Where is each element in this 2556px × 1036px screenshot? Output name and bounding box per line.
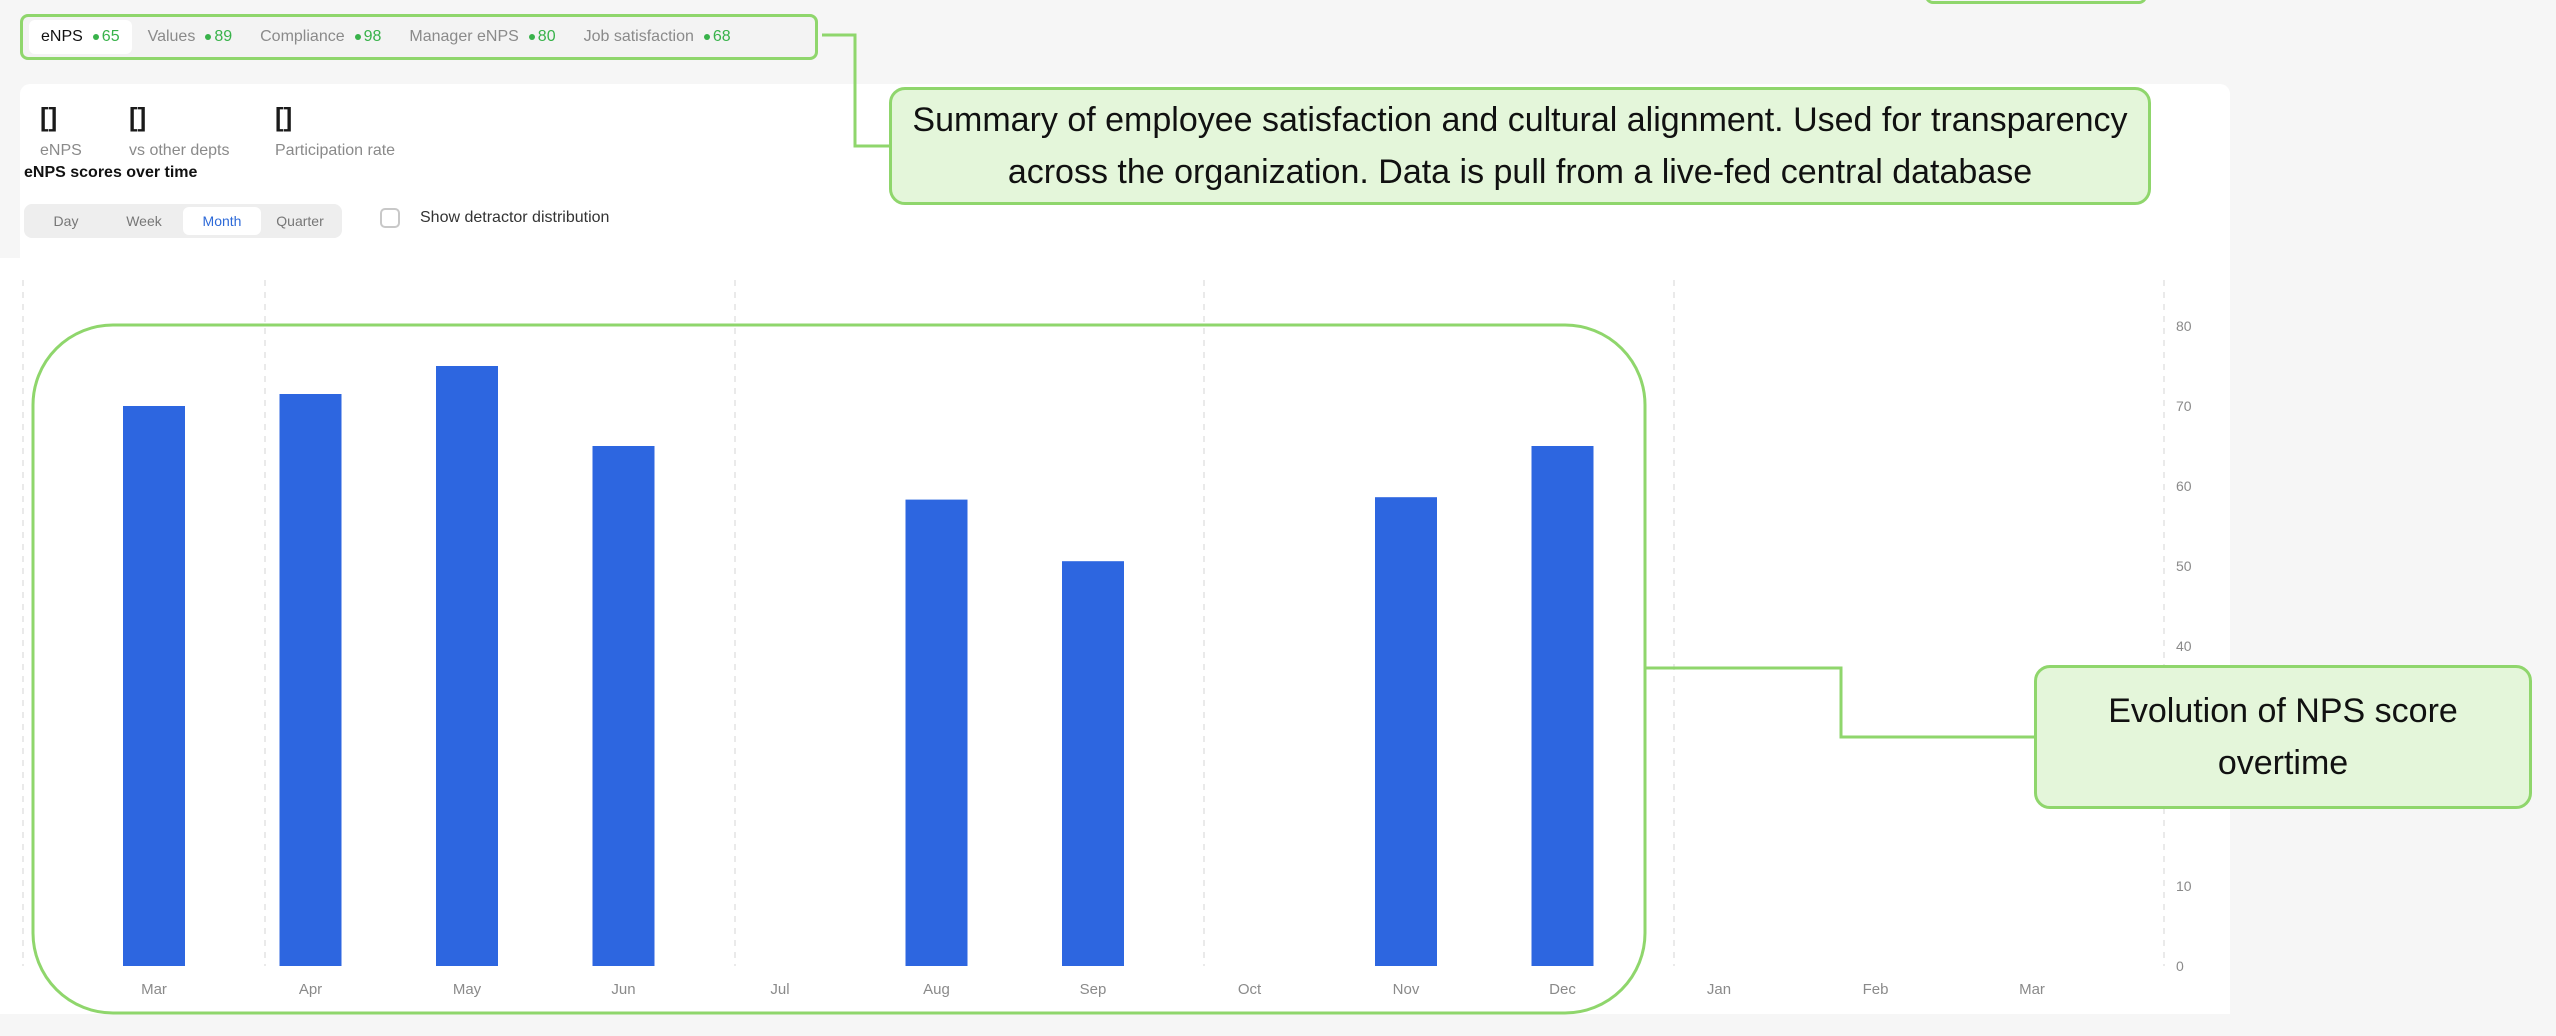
x-tick-label: Mar [141, 981, 167, 998]
y-tick-label: 50 [2176, 558, 2192, 574]
summary-callout: Summary of employee satisfaction and cul… [889, 87, 2151, 205]
chart-callout-text: Evolution of NPS score overtime [2108, 692, 2458, 782]
summary-connector [822, 33, 889, 148]
status-dot-icon [205, 34, 212, 40]
kpi-value: [] [40, 102, 58, 132]
x-tick-label: Feb [1863, 981, 1889, 998]
bar-apr-1[interactable] [279, 394, 342, 966]
y-tick-label: 70 [2176, 398, 2192, 414]
y-tick-label: 40 [2176, 638, 2192, 654]
kpi-vs-other-depts: [] vs other depts [129, 102, 230, 160]
y-tick-label: 60 [2176, 478, 2192, 494]
period-selector: Day Week Month Quarter [24, 204, 342, 238]
detractor-checkbox[interactable] [380, 208, 400, 228]
tab-score-value: 80 [537, 28, 556, 45]
tab-label: Values [147, 28, 196, 45]
tab-score: 65 [92, 28, 120, 46]
x-tick-label: Dec [1549, 981, 1576, 998]
status-dot-icon [528, 34, 535, 40]
period-month-button[interactable]: Month [183, 207, 261, 235]
x-axis-labels: Mar Apr May Jun Jul Aug Sep Oct Nov Dec Jan Feb Mar [141, 981, 2045, 998]
status-dot-icon [354, 34, 361, 40]
tab-job-satisfaction[interactable]: Job satisfaction 68 [572, 20, 743, 54]
tab-enps[interactable]: eNPS 65 [29, 20, 132, 54]
metric-tabs: eNPS 65 Values 89 Compliance 98 Manager … [20, 14, 818, 60]
kpi-label: vs other depts [129, 142, 230, 159]
x-tick-label: Aug [923, 981, 950, 998]
y-axis-labels: 0 10 40 50 60 70 80 [2176, 318, 2192, 974]
x-tick-label: Jan [1707, 981, 1731, 998]
tab-label: eNPS [41, 28, 83, 45]
bar-dec-9[interactable] [1531, 446, 1594, 966]
x-tick-label: Nov [1393, 981, 1420, 998]
x-tick-label: May [453, 981, 482, 998]
x-tick-label: Mar [2019, 981, 2045, 998]
tab-score-value: 98 [363, 28, 382, 45]
tab-score: 98 [354, 28, 382, 46]
tab-values[interactable]: Values 89 [136, 20, 245, 54]
bars [123, 366, 1594, 966]
period-day-button[interactable]: Day [53, 213, 79, 229]
kpi-value: [] [275, 102, 293, 132]
tab-compliance[interactable]: Compliance 98 [248, 20, 393, 54]
tab-label: Compliance [260, 28, 345, 45]
bar-jun-3[interactable] [592, 446, 655, 966]
tab-score: 80 [528, 28, 556, 46]
tab-label: Manager eNPS [409, 28, 519, 45]
chart-section-title: eNPS scores over time [24, 164, 198, 181]
bar-may-2[interactable] [436, 366, 498, 966]
tab-label: Job satisfaction [583, 28, 694, 45]
bar-mar-0[interactable] [123, 406, 185, 966]
tab-manager-enps[interactable]: Manager eNPS 80 [397, 20, 567, 54]
bar-nov-8[interactable] [1375, 497, 1437, 966]
kpi-label: Participation rate [275, 142, 396, 159]
kpi-label: eNPS [40, 142, 82, 159]
tab-score-value: 89 [214, 28, 233, 45]
period-quarter-button[interactable]: Quarter [276, 213, 324, 229]
x-tick-label: Jul [770, 981, 789, 998]
y-tick-label: 10 [2176, 878, 2192, 894]
y-tick-label: 0 [2176, 958, 2184, 974]
detractor-toggle[interactable]: Show detractor distribution [380, 208, 609, 228]
bar-aug-5[interactable] [905, 499, 968, 966]
summary-callout-text: Summary of employee satisfaction and cul… [912, 101, 2128, 191]
period-week-button[interactable]: Week [126, 213, 162, 229]
x-tick-label: Sep [1080, 981, 1107, 998]
bar-sep-6[interactable] [1062, 561, 1124, 966]
chart-connector [1645, 666, 2034, 739]
tab-score: 89 [205, 28, 232, 46]
status-dot-icon [703, 34, 710, 40]
x-tick-label: Jun [611, 981, 635, 998]
chart-callout: Evolution of NPS score overtime [2034, 665, 2532, 809]
x-tick-label: Apr [299, 981, 322, 998]
tab-score: 68 [703, 28, 731, 46]
tab-score-value: 65 [101, 28, 120, 45]
y-tick-label: 80 [2176, 318, 2192, 334]
status-dot-icon [92, 34, 99, 40]
kpi-enps: [] eNPS [40, 102, 82, 160]
x-tick-label: Oct [1238, 981, 1262, 998]
detractor-toggle-label: Show detractor distribution [420, 209, 610, 226]
kpi-participation-rate: [] Participation rate [275, 102, 395, 160]
tab-score-value: 68 [712, 28, 731, 45]
kpi-value: [] [129, 102, 147, 132]
